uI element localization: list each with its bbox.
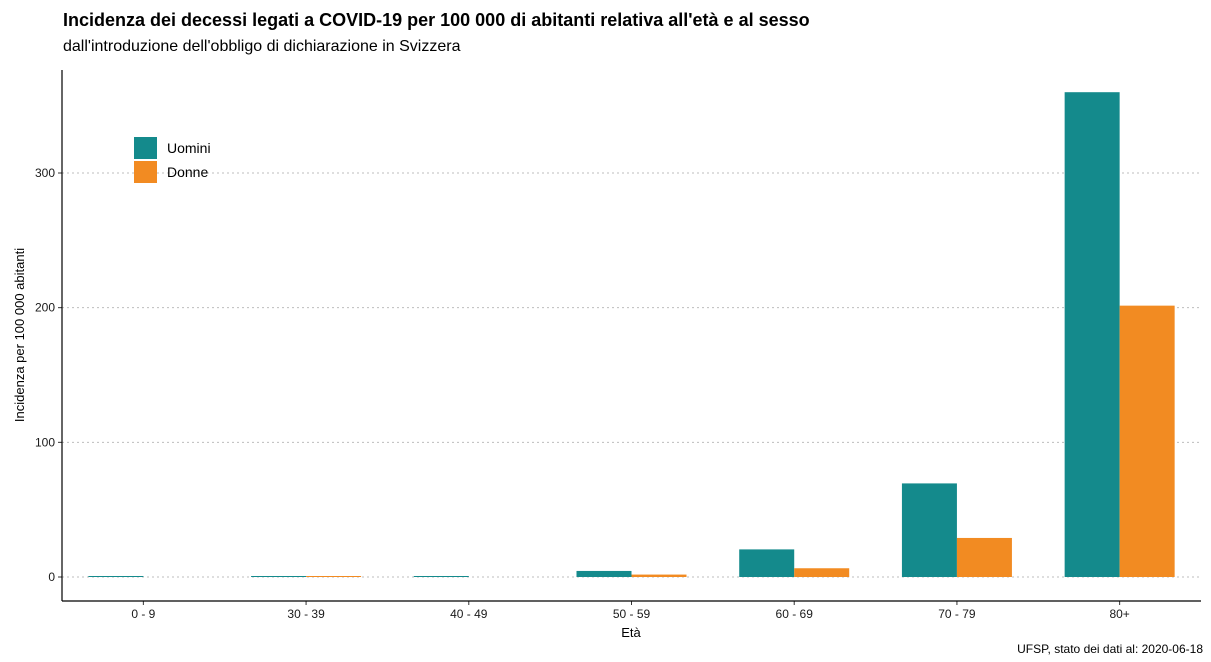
x-tick-label: 70 - 79 (938, 607, 976, 621)
x-tick-label: 0 - 9 (131, 607, 155, 621)
chart-title: Incidenza dei decessi legati a COVID-19 … (63, 10, 810, 30)
x-tick-label: 80+ (1109, 607, 1129, 621)
x-axis-title: Età (621, 625, 641, 640)
legend-label-uomini: Uomini (167, 140, 211, 156)
bar-uomini (251, 576, 307, 577)
bar-donne (956, 537, 1012, 577)
x-tick-label: 30 - 39 (287, 607, 325, 621)
y-tick-label: 100 (35, 435, 55, 449)
bar-donne (631, 574, 687, 577)
bars (88, 92, 1175, 577)
legend: Uomini Donne (134, 137, 211, 183)
bar-uomini (901, 483, 957, 577)
bar-uomini (739, 549, 795, 577)
bar-donne (306, 576, 362, 577)
legend-label-donne: Donne (167, 164, 208, 180)
bar-uomini (576, 570, 632, 577)
legend-swatch-donne (134, 161, 157, 183)
x-tick-label: 60 - 69 (776, 607, 814, 621)
y-tick-label: 300 (35, 166, 55, 180)
chart-subtitle: dall'introduzione dell'obbligo di dichia… (63, 38, 461, 55)
x-tick-label: 40 - 49 (450, 607, 488, 621)
grid-lines (62, 172, 1201, 578)
y-tick-label: 200 (35, 301, 55, 315)
bar-uomini (1064, 92, 1120, 577)
y-axis-title: Incidenza per 100 000 abitanti (12, 248, 27, 422)
y-tick-label: 0 (48, 570, 55, 584)
bar-uomini (88, 576, 144, 577)
legend-swatch-uomini (134, 137, 157, 159)
x-tick-label: 50 - 59 (613, 607, 651, 621)
bar-uomini (413, 576, 469, 577)
axes: 0 100 200 300 0 - 9 30 - 39 40 - 49 50 - 59 60 -… (35, 70, 1201, 621)
bar-donne (794, 568, 850, 577)
bar-donne (1119, 305, 1175, 577)
chart-caption: UFSP, stato dei dati al: 2020-06-18 (1017, 642, 1203, 656)
